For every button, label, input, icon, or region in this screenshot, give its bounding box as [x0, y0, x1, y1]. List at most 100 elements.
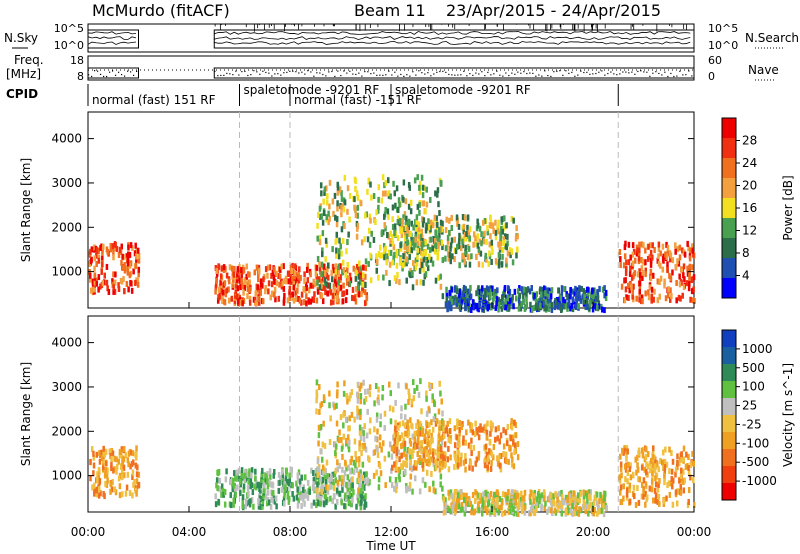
- echo-cell: [93, 265, 96, 272]
- echo-cell: [97, 475, 101, 482]
- echo-cell: [262, 276, 265, 283]
- freq-dot: [601, 70, 603, 72]
- echo-cell: [366, 408, 369, 415]
- echo-cell: [389, 238, 392, 245]
- echo-cell: [689, 462, 692, 469]
- freq-dot: [553, 71, 555, 73]
- echo-cell: [596, 510, 599, 517]
- echo-cell: [374, 218, 377, 225]
- echo-cell: [550, 499, 553, 506]
- echo-cell: [522, 298, 525, 305]
- echo-cell: [321, 219, 325, 226]
- echo-cell: [384, 206, 387, 213]
- echo-cell: [299, 274, 302, 281]
- echo-cell: [421, 251, 424, 258]
- echo-cell: [383, 254, 386, 261]
- echo-cell: [95, 252, 98, 259]
- echo-cell: [522, 286, 526, 293]
- echo-cell: [214, 501, 218, 508]
- echo-cell: [283, 277, 286, 284]
- echo-cell: [465, 492, 468, 499]
- echo-cell: [105, 279, 109, 286]
- echo-cell: [427, 406, 431, 413]
- echo-cell: [110, 455, 113, 462]
- echo-cell: [681, 247, 684, 254]
- echo-cell: [442, 426, 445, 433]
- echo-cell: [512, 494, 516, 501]
- echo-cell: [486, 304, 490, 311]
- echo-cell: [638, 476, 642, 483]
- echo-cell: [411, 452, 414, 459]
- freq-dot: [310, 71, 312, 73]
- echo-cell: [393, 230, 396, 237]
- echo-cell: [131, 245, 134, 252]
- echo-cell: [355, 233, 359, 240]
- echo-cell: [485, 429, 489, 436]
- freq-dot: [457, 74, 459, 76]
- echo-cell: [449, 296, 452, 303]
- echo-cell: [353, 205, 357, 212]
- echo-cell: [260, 471, 264, 478]
- echo-cell: [686, 270, 690, 277]
- echo-cell: [475, 490, 479, 497]
- echo-cell: [496, 460, 500, 467]
- echo-cell: [254, 468, 257, 475]
- echo-cell: [135, 256, 138, 263]
- freq-dot: [505, 72, 507, 74]
- echo-cell: [691, 247, 695, 254]
- echo-cell: [420, 448, 423, 455]
- freq-dot: [331, 70, 333, 73]
- echo-cell: [113, 455, 116, 462]
- echo-cell: [501, 253, 504, 260]
- echo-cell: [107, 289, 111, 296]
- echo-cell: [422, 447, 426, 454]
- echo-cell: [693, 298, 696, 305]
- echo-cell: [350, 467, 354, 474]
- echo-cell: [405, 487, 408, 494]
- echo-cell: [476, 218, 479, 225]
- echo-cell: [549, 293, 553, 300]
- x-tick-label: 08:00: [273, 525, 308, 539]
- echo-cell: [624, 240, 627, 247]
- echo-cell: [333, 286, 337, 293]
- echo-cell: [436, 452, 440, 459]
- echo-cell: [520, 508, 524, 515]
- echo-cell: [471, 504, 474, 511]
- echo-cell: [458, 262, 461, 269]
- echo-cell: [229, 502, 233, 509]
- echo-cell: [342, 206, 346, 213]
- echo-cell: [377, 386, 380, 393]
- echo-cell: [514, 235, 518, 242]
- echo-cell: [505, 222, 508, 229]
- echo-cell: [111, 278, 114, 285]
- freq-dot: [229, 73, 231, 75]
- echo-cell: [433, 238, 437, 245]
- echo-cell: [415, 218, 418, 225]
- echo-cell: [426, 243, 430, 250]
- echo-cell: [485, 451, 489, 458]
- echo-cell: [495, 497, 499, 504]
- echo-cell: [647, 289, 650, 296]
- echo-cell: [305, 284, 309, 291]
- echo-cell: [562, 296, 565, 303]
- echo-cell: [577, 303, 580, 310]
- echo-cell: [324, 256, 327, 263]
- echo-cell: [383, 455, 387, 462]
- echo-cell: [363, 398, 366, 405]
- echo-cell: [96, 477, 99, 484]
- nsearch-label: N.Search: [745, 31, 799, 45]
- echo-cell: [623, 297, 627, 304]
- echo-cell: [232, 477, 235, 484]
- echo-cell: [657, 493, 661, 500]
- x-tick-label: 12:00: [374, 525, 409, 539]
- echo-cell: [329, 495, 332, 502]
- echo-cell: [230, 295, 234, 302]
- freq-dot: [370, 73, 372, 75]
- y-tick-label: 2000: [51, 220, 82, 234]
- freq-dot: [409, 75, 411, 77]
- echo-cell: [411, 488, 414, 495]
- echo-cell: [447, 489, 450, 496]
- echo-cell: [439, 273, 442, 280]
- echo-cell: [364, 446, 368, 453]
- echo-cell: [319, 268, 322, 275]
